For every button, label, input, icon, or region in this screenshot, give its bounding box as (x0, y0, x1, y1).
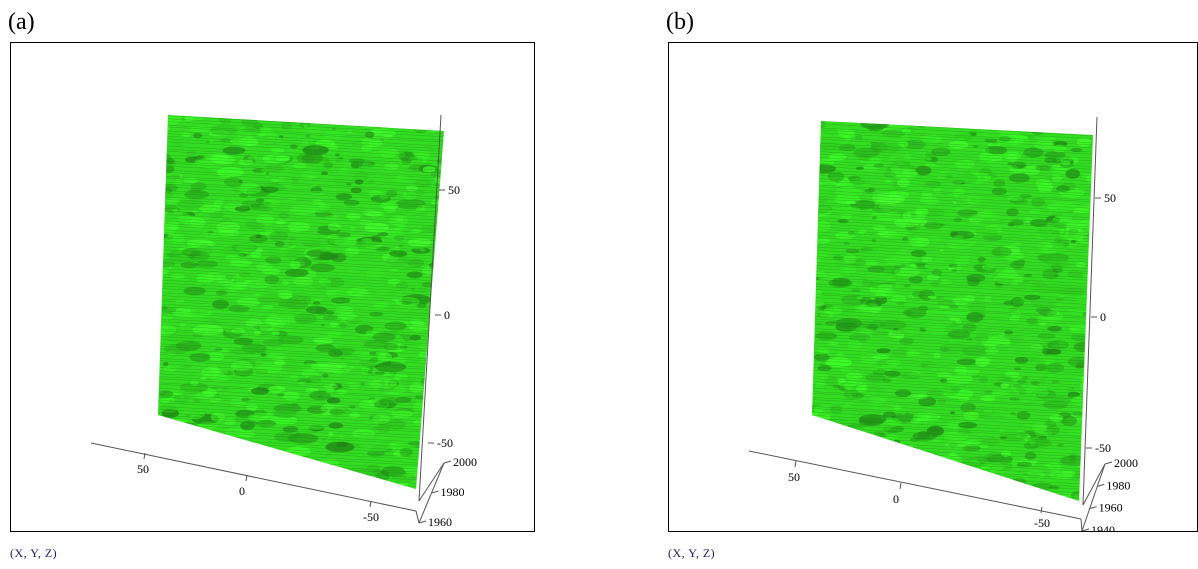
y-tick-label: 2000 (1114, 456, 1138, 470)
z-axis-line (1082, 116, 1098, 506)
panel-b-label: (b) (666, 9, 694, 35)
y-tick (1081, 528, 1090, 531)
x-axis-line (748, 450, 1082, 520)
y-tick-label: 1960 (428, 515, 452, 529)
surface-texture (158, 115, 444, 489)
z-tick-label: -50 (1095, 441, 1111, 455)
panel-b-plot: 50 0 -50 50 0 -50 1940 1960 1980 2000 (668, 42, 1198, 532)
y-tick-label: 1960 (1099, 501, 1123, 515)
z-tick-label: 50 (1104, 191, 1116, 205)
z-tick-label: -50 (437, 436, 453, 450)
y-tick-label: 1980 (1106, 478, 1130, 492)
panel-a-surface-chart: 50 0 -50 50 0 -50 1960 1980 2000 (90, 114, 477, 529)
x-tick (369, 500, 372, 508)
y-tick-label: 1940 (1091, 523, 1115, 531)
x-tick (794, 460, 797, 468)
x-tick (143, 452, 146, 460)
x-tick-label: 50 (788, 470, 800, 484)
axis-corner-line (1082, 463, 1106, 506)
y-tick (1104, 461, 1113, 465)
y-tick (1097, 483, 1105, 487)
x-tick-label: -50 (363, 510, 379, 524)
x-tick-label: -50 (1034, 516, 1050, 530)
x-tick (245, 474, 248, 482)
axis-corner-line (415, 510, 420, 524)
y-tick (418, 520, 427, 524)
panel-a-caption: (X, Y, Z) (10, 546, 58, 560)
panel-a-label: (a) (8, 9, 35, 35)
axis-corner-line (418, 462, 445, 502)
z-axis-line (418, 114, 442, 502)
y-tick (443, 460, 452, 464)
x-tick-label: 50 (137, 462, 149, 476)
z-tick-label: 0 (444, 308, 450, 322)
y-tick-label: 1980 (441, 485, 465, 499)
x-tick (899, 482, 902, 490)
x-tick-label: 0 (893, 492, 899, 506)
x-tick-label: 0 (239, 484, 245, 498)
x-tick (1040, 506, 1043, 514)
axis-corner-line (1080, 518, 1083, 531)
z-tick-label: 50 (448, 183, 460, 197)
y-tick (431, 490, 439, 494)
panel-b-surface-chart: 50 0 -50 50 0 -50 1940 1960 1980 2000 (748, 116, 1138, 531)
panel-a-plot: 50 0 -50 50 0 -50 1960 1980 2000 (10, 42, 535, 532)
y-tick (1089, 506, 1097, 510)
panel-b-caption: (X, Y, Z) (668, 546, 716, 560)
y-axis-line (1081, 463, 1106, 531)
y-tick-label: 2000 (453, 455, 477, 469)
z-tick-label: 0 (1100, 310, 1106, 324)
